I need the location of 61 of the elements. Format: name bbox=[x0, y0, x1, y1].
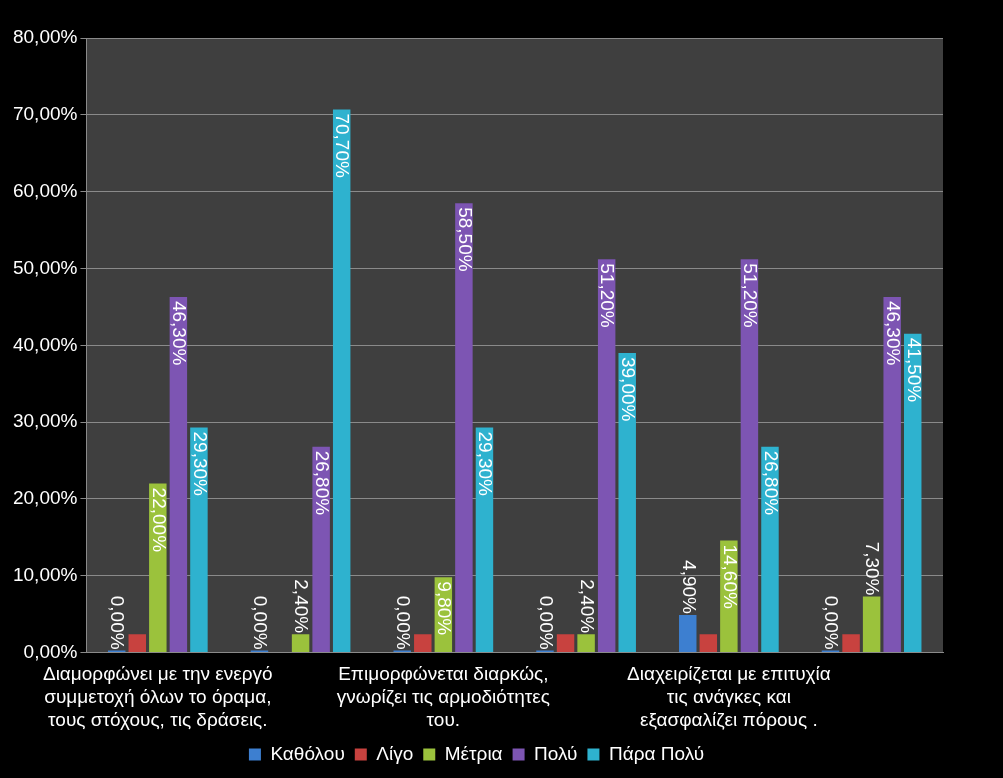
data-label: 46,30% bbox=[169, 300, 191, 366]
data-label: 29,30% bbox=[475, 431, 497, 497]
y-tick-label: 20,00% bbox=[12, 487, 78, 509]
data-label: 0,00% bbox=[107, 595, 129, 650]
data-label: 2,40% bbox=[291, 579, 313, 634]
data-label: 58,50% bbox=[454, 207, 476, 272]
bar bbox=[291, 634, 310, 653]
data-label: 70,70% bbox=[332, 113, 354, 178]
y-tick-label: 60,00% bbox=[12, 179, 78, 201]
legend-label: Πάρα Πολύ bbox=[608, 742, 705, 764]
bar bbox=[904, 333, 922, 653]
data-label: 26,80% bbox=[311, 450, 333, 516]
y-tick-label: 70,00% bbox=[12, 103, 78, 125]
data-label: 51,20% bbox=[740, 263, 762, 328]
data-label: 26,80% bbox=[760, 450, 782, 516]
data-label: 14,60% bbox=[719, 544, 741, 609]
x-tick-label: Διαμορφώνει με την ενεργό συμμετοχή όλων το όραμα, τους στόχους, τις δράσεις. bbox=[42, 663, 273, 730]
bar bbox=[679, 614, 697, 653]
data-label: 9,80% bbox=[434, 581, 456, 636]
legend-label: Καθόλου bbox=[270, 742, 345, 764]
data-label: 0,00% bbox=[535, 595, 557, 650]
data-label: 51,20% bbox=[597, 263, 619, 328]
bar bbox=[883, 296, 901, 653]
data-label: 29,30% bbox=[189, 431, 211, 497]
data-label: 0,00% bbox=[821, 595, 843, 650]
bar bbox=[618, 352, 636, 653]
bar bbox=[332, 109, 351, 653]
y-tick-label: 30,00% bbox=[12, 410, 78, 432]
bar bbox=[699, 634, 718, 653]
bar bbox=[577, 634, 595, 653]
bar bbox=[190, 427, 208, 653]
data-label: 22,00% bbox=[148, 487, 170, 553]
bar bbox=[862, 596, 881, 653]
y-tick-label: 0,00% bbox=[23, 640, 78, 662]
data-label: 0,00% bbox=[392, 595, 414, 650]
x-tick-label: Επιμορφώνεται διαρκώς, γνωρίζει τις αρμοδιότητες του. bbox=[336, 663, 550, 730]
legend-label: Πολύ bbox=[534, 742, 578, 764]
data-label: 39,00% bbox=[617, 356, 639, 422]
data-label: 0,00% bbox=[250, 595, 272, 650]
bar bbox=[128, 634, 146, 653]
bar bbox=[740, 259, 759, 653]
bar bbox=[597, 259, 616, 653]
data-label: 41,50% bbox=[903, 337, 925, 403]
x-tick-label: Διαχειρίζεται με επιτυχία τις ανάγκες και εξασφαλίζει πόρους . bbox=[626, 663, 831, 730]
legend-label: Μέτρια bbox=[444, 742, 503, 764]
bar bbox=[842, 634, 860, 653]
data-label: 46,30% bbox=[882, 300, 904, 366]
y-tick-label: 80,00% bbox=[12, 26, 78, 48]
data-label: 7,30% bbox=[862, 541, 884, 596]
data-label: 4,90% bbox=[678, 560, 700, 615]
bar bbox=[414, 634, 432, 653]
bar bbox=[169, 296, 188, 653]
bar bbox=[455, 203, 473, 653]
data-label: 2,40% bbox=[576, 579, 598, 634]
bar bbox=[312, 446, 330, 653]
bar bbox=[761, 446, 779, 653]
y-tick-label: 50,00% bbox=[12, 256, 78, 278]
y-tick-label: 10,00% bbox=[12, 564, 78, 586]
bar bbox=[556, 634, 575, 653]
y-tick-label: 40,00% bbox=[12, 333, 78, 355]
legend-label: Λίγο bbox=[376, 742, 414, 764]
